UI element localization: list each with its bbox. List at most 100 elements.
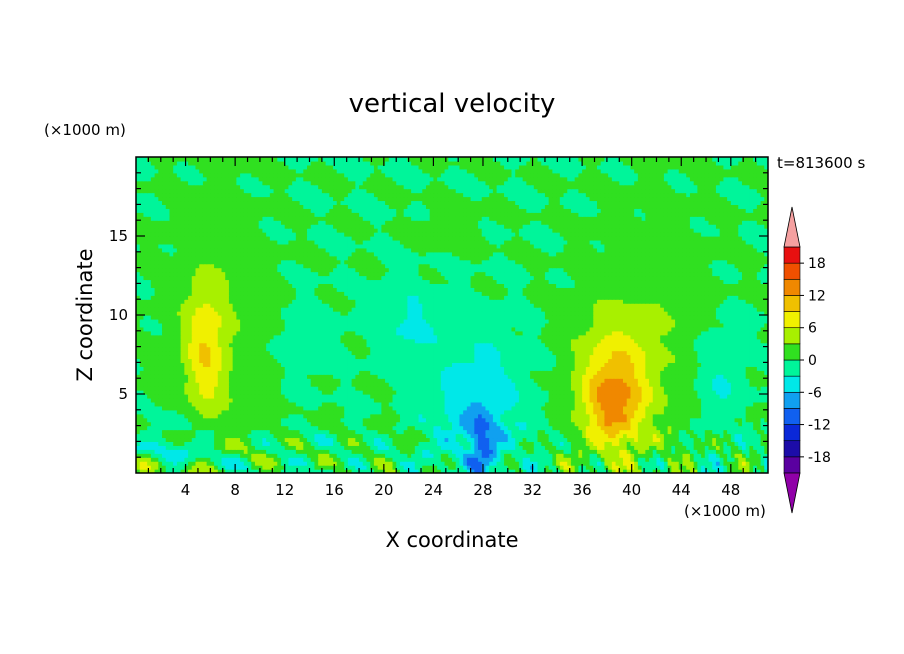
field-cell <box>165 453 171 458</box>
field-cell <box>630 469 635 473</box>
field-cell <box>481 469 487 473</box>
field-cell <box>303 370 308 375</box>
field-cell <box>176 378 182 383</box>
field-cell <box>277 386 282 391</box>
field-cell <box>429 382 435 387</box>
field-cell <box>455 401 461 407</box>
field-cell <box>310 453 316 458</box>
field-cell <box>485 374 490 379</box>
field-cell <box>243 397 249 403</box>
field-cell <box>288 374 293 379</box>
field-cell <box>258 457 263 462</box>
field-cell <box>440 429 446 435</box>
field-cell <box>596 445 602 450</box>
field-cell <box>191 425 197 431</box>
field-cell <box>675 453 680 458</box>
field-cell <box>299 421 304 427</box>
field-cell <box>496 461 501 466</box>
field-cell <box>466 386 472 391</box>
field-cell <box>188 429 193 435</box>
field-cell <box>574 433 579 439</box>
field-cell <box>500 409 505 415</box>
field-cell <box>723 421 728 427</box>
field-cell <box>373 362 379 367</box>
field-cell <box>407 397 412 403</box>
field-cell <box>686 409 691 415</box>
field-cell <box>600 437 606 442</box>
field-cell <box>474 461 479 466</box>
field-cell <box>277 429 282 435</box>
field-cell <box>656 370 661 375</box>
field-cell <box>727 437 732 442</box>
field-cell <box>162 453 167 458</box>
field-cell <box>574 417 579 423</box>
field-cell <box>180 425 185 431</box>
field-cell <box>478 417 483 423</box>
field-cell <box>418 390 423 395</box>
field-cell <box>414 397 420 403</box>
field-cell <box>522 437 527 442</box>
field-cell <box>399 465 405 470</box>
field-cell <box>448 386 453 391</box>
field-cell <box>570 394 576 399</box>
field-cell <box>359 429 364 435</box>
field-cell <box>251 394 256 399</box>
field-cell <box>753 405 758 411</box>
field-cell <box>251 358 256 363</box>
field-cell <box>578 386 583 391</box>
field-cell <box>730 386 736 391</box>
field-cell <box>232 413 237 419</box>
field-cell <box>206 421 211 427</box>
field-cell <box>366 366 371 371</box>
field-cell <box>221 425 226 431</box>
field-cell <box>496 374 501 379</box>
field-cell <box>697 453 702 458</box>
field-cell <box>611 417 617 423</box>
field-cell <box>437 465 442 470</box>
field-cell <box>708 378 713 383</box>
field-cell <box>347 453 353 458</box>
field-cell <box>753 433 758 439</box>
field-cell <box>225 437 230 442</box>
field-cell <box>585 378 591 383</box>
field-cell <box>347 469 353 473</box>
field-cell <box>675 469 680 473</box>
field-cell <box>307 441 312 446</box>
field-cell <box>682 358 687 363</box>
field-cell <box>552 362 557 367</box>
field-cell <box>459 421 464 427</box>
field-cell <box>459 378 464 383</box>
field-cell <box>630 457 635 462</box>
field-cell <box>318 374 323 379</box>
field-cell <box>459 382 464 387</box>
field-cell <box>559 449 565 454</box>
field-cell <box>232 453 237 458</box>
field-cell <box>570 386 576 391</box>
field-cell <box>760 358 765 363</box>
field-cell <box>656 449 661 454</box>
field-cell <box>333 386 338 391</box>
field-cell <box>359 378 364 383</box>
field-cell <box>292 386 297 391</box>
field-cell <box>596 449 602 454</box>
field-cell <box>333 461 338 466</box>
field-cell <box>693 421 698 427</box>
field-cell <box>727 449 732 454</box>
field-cell <box>608 358 613 363</box>
field-cell <box>511 409 516 415</box>
field-cell <box>344 413 349 419</box>
field-cell <box>515 425 520 431</box>
field-cell <box>474 413 479 419</box>
field-cell <box>526 425 531 431</box>
field-cell <box>511 374 516 379</box>
field-cell <box>277 394 282 399</box>
field-cell <box>585 358 591 363</box>
field-cell <box>660 378 665 383</box>
field-cell <box>686 445 691 450</box>
field-cell <box>303 449 308 454</box>
field-cell <box>366 453 371 458</box>
field-cell <box>489 366 494 371</box>
field-cell <box>273 366 278 371</box>
field-cell <box>258 374 263 379</box>
field-cell <box>611 445 617 450</box>
